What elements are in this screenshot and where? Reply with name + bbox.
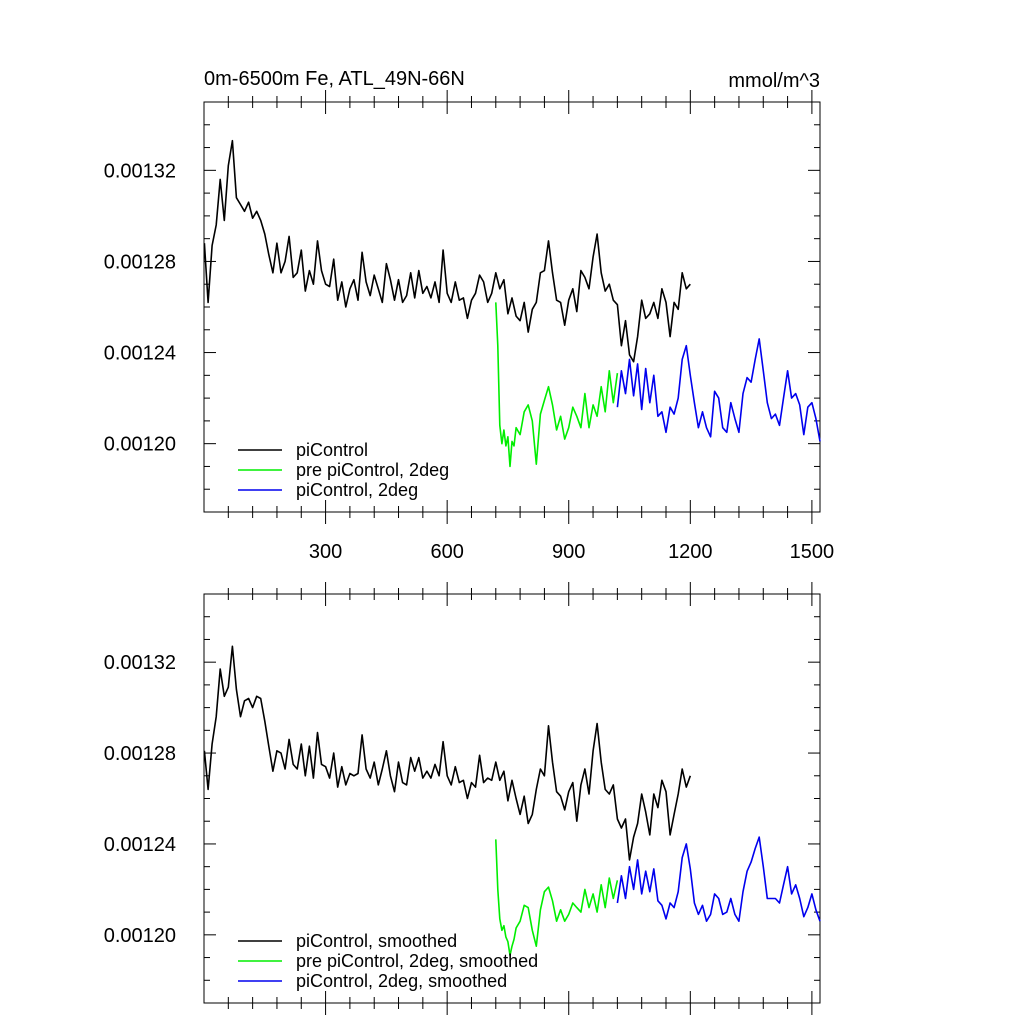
legend-label: pre piControl, 2deg: [296, 460, 449, 480]
y-tick-label: 0.00124: [104, 343, 176, 365]
y-tick-label: 0.00128: [104, 743, 176, 765]
y-tick-label: 0.00132: [104, 652, 176, 674]
series-line-2: [616, 836, 821, 923]
series-line-2: [616, 338, 821, 442]
y-tick-label: 0.00128: [104, 251, 176, 273]
top-panel: 0.00120 0.00124 0.00128 0.00132 300 600 900 120…: [104, 90, 834, 563]
chart-title: 0m-6500m Fe, ATL_49N-66N: [204, 68, 465, 90]
x-tick-label: 1500: [790, 541, 835, 563]
legend-label: piControl, 2deg, smoothed: [296, 971, 507, 991]
x-tick-label: 1200: [668, 541, 713, 563]
legend-label: piControl: [296, 440, 368, 460]
x-tick-label: 600: [430, 541, 463, 563]
y-tick-label: 0.00120: [104, 925, 176, 947]
y-tick-label: 0.00120: [104, 434, 176, 456]
chart-units: mmol/m^3: [728, 70, 820, 92]
x-tick-label: 300: [309, 541, 342, 563]
series-line-1: [495, 839, 619, 957]
series-line-0: [203, 645, 692, 861]
legend-label: pre piControl, 2deg, smoothed: [296, 951, 538, 971]
y-tick-label: 0.00124: [104, 834, 176, 856]
bottom-panel: 0.00120 0.00124 0.00128 0.00132 piControl, s…: [104, 582, 821, 1015]
legend-label: piControl, smoothed: [296, 931, 457, 951]
series-line-1: [495, 302, 619, 468]
x-tick-label: 900: [552, 541, 585, 563]
legend-label: piControl, 2deg: [296, 480, 418, 500]
y-tick-label: 0.00132: [104, 160, 176, 182]
series-line-0: [203, 139, 691, 363]
